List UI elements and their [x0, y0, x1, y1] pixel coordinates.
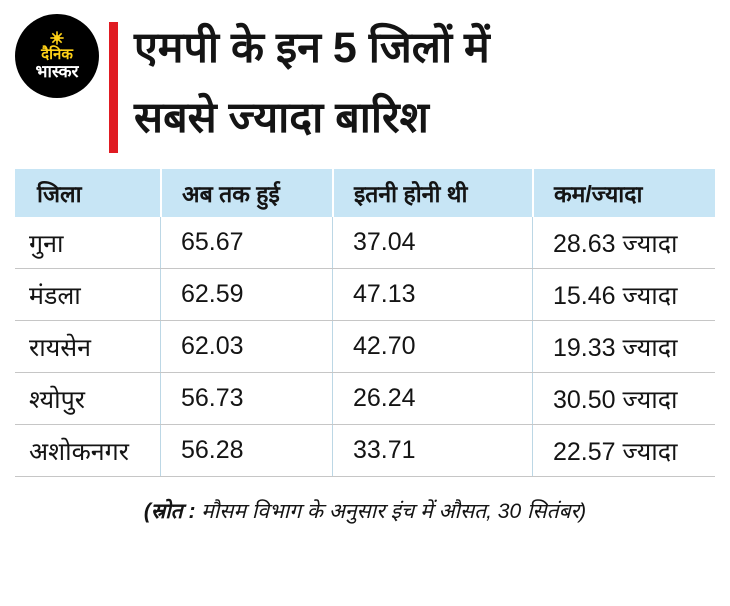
column-header-expected: इतनी होनी थी	[332, 169, 532, 218]
cell-expected: 47.13	[332, 269, 532, 321]
cell-actual: 62.59	[160, 269, 332, 321]
column-header-district: जिला	[37, 181, 82, 208]
cell-expected: 42.70	[332, 321, 532, 373]
column-header-difference: कम/ज्यादा	[532, 169, 715, 218]
source-text: मौसम विभाग के अनुसार इंच में औसत, 30 सित…	[195, 500, 587, 524]
cell-district: अशोकनगर	[29, 437, 129, 466]
table-header-row: जिला अब तक हुई इतनी होनी थी कम/ज्यादा	[15, 169, 715, 218]
cell-actual: 65.67	[160, 217, 332, 269]
cell-expected: 33.71	[332, 425, 532, 477]
header: दैनिक भास्कर एमपी के इन 5 जिलों में सबसे…	[0, 0, 730, 154]
cell-expected: 37.04	[332, 217, 532, 269]
table-row: मंडला 62.59 47.13 15.46 ज्यादा	[15, 269, 715, 322]
table-row: गुना 65.67 37.04 28.63 ज्यादा	[15, 217, 715, 270]
title-block: एमपी के इन 5 जिलों में सबसे ज्यादा बारिश	[109, 14, 490, 154]
title-line-2: सबसे ज्यादा बारिश	[134, 93, 429, 142]
sun-icon	[50, 31, 64, 45]
red-accent-bar	[109, 22, 118, 154]
column-header-actual: अब तक हुई	[160, 169, 332, 218]
cell-difference: 15.46 ज्यादा	[532, 269, 715, 321]
title-line-1: एमपी के इन 5 जिलों में	[134, 24, 490, 72]
cell-district: श्योपुर	[29, 385, 86, 414]
table-row: श्योपुर 56.73 26.24 30.50 ज्यादा	[15, 373, 715, 426]
cell-actual: 56.73	[160, 373, 332, 425]
dainik-bhaskar-logo: दैनिक भास्कर	[15, 14, 99, 98]
source-note: (स्रोत : मौसम विभाग के अनुसार इंच में औस…	[0, 497, 730, 525]
table-row: अशोकनगर 56.28 33.71 22.57 ज्यादा	[15, 425, 715, 478]
logo-text-line2: भास्कर	[35, 62, 79, 82]
cell-difference: 19.33 ज्यादा	[532, 321, 715, 373]
cell-district: गुना	[29, 229, 64, 258]
cell-difference: 22.57 ज्यादा	[532, 425, 715, 477]
source-label: (स्रोत :	[143, 500, 196, 524]
page-title: एमपी के इन 5 जिलों में सबसे ज्यादा बारिश	[134, 14, 490, 153]
cell-actual: 56.28	[160, 425, 332, 477]
cell-district: रायसेन	[29, 333, 91, 362]
cell-district: मंडला	[29, 281, 81, 310]
logo-text-line1: दैनिक	[41, 45, 73, 63]
rainfall-table: जिला अब तक हुई इतनी होनी थी कम/ज्यादा गु…	[15, 169, 715, 478]
cell-expected: 26.24	[332, 373, 532, 425]
cell-difference: 30.50 ज्यादा	[532, 373, 715, 425]
cell-actual: 62.03	[160, 321, 332, 373]
cell-difference: 28.63 ज्यादा	[532, 217, 715, 269]
table-row: रायसेन 62.03 42.70 19.33 ज्यादा	[15, 321, 715, 374]
